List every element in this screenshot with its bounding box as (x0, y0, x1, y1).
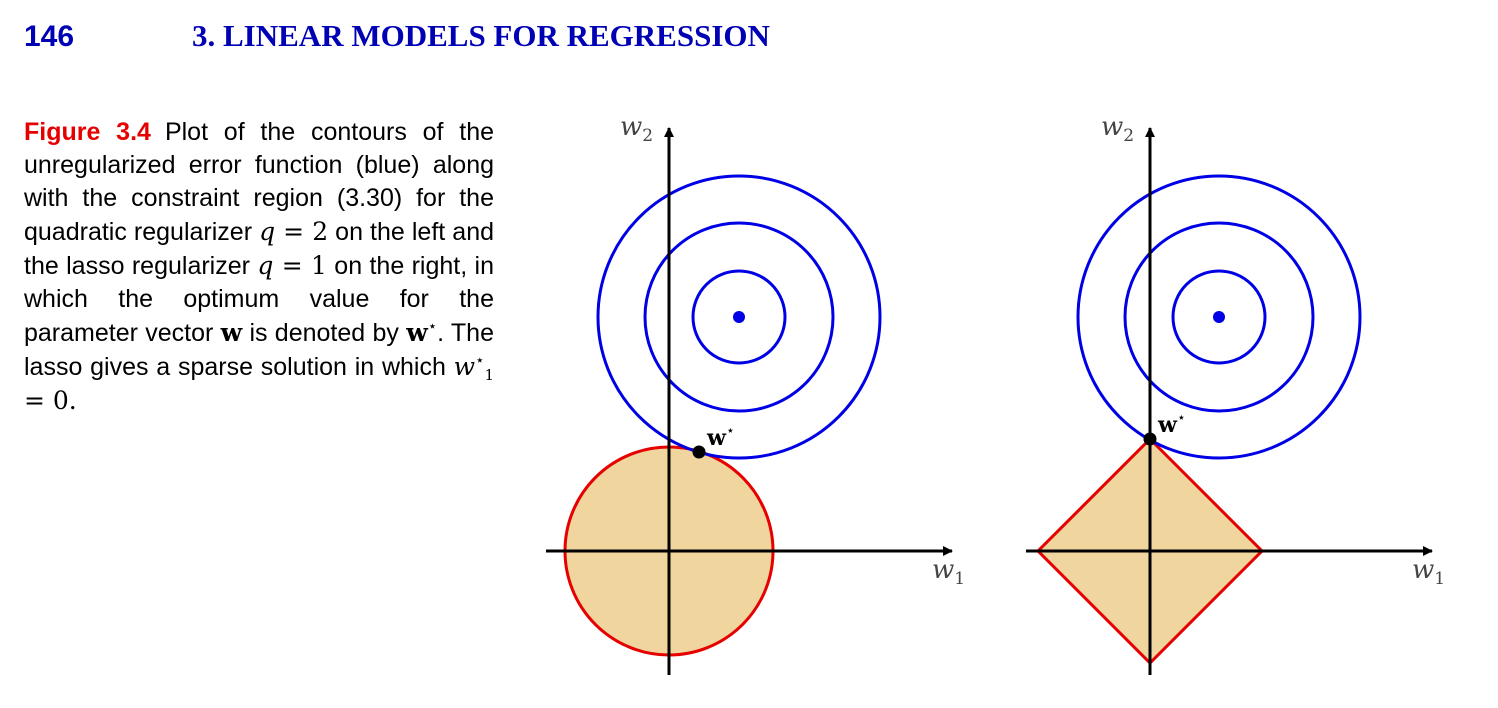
caption-text-2: on the left and the lasso regularizer (24, 218, 495, 280)
left-optimum-dot (692, 445, 706, 459)
right-error-minimum-dot (1213, 311, 1225, 323)
left-contour-inner (691, 269, 787, 365)
caption-w-star: w (406, 318, 428, 347)
right-optimum-dot (1143, 432, 1157, 446)
caption-eq-1: = 1 (273, 251, 327, 280)
right-optimum-label: w⋆ (1157, 410, 1186, 438)
right-contour-inner (1171, 269, 1267, 365)
left-error-minimum-dot (733, 311, 745, 323)
caption-text-1: Plot of the contours of the unregularize… (24, 118, 495, 246)
left-y-axis-label: w2 (620, 112, 653, 146)
caption-eq-2: = 2 (275, 217, 329, 246)
right-contour-middle (1123, 221, 1315, 413)
right-y-axis-label: w2 (1101, 112, 1134, 146)
right-contour-outer (1076, 174, 1362, 460)
left-x-axis-label: w1 (932, 555, 965, 589)
left-panel: w⋆ w1 w2 (546, 112, 965, 675)
caption-text-4: is denoted by (242, 319, 407, 347)
caption-w1-sub: 1 (484, 366, 494, 384)
caption-q-var-2: q (257, 251, 274, 280)
caption-w1-star: ⋆ (475, 351, 485, 369)
caption-text-3: on the right, in which the optimum value… (24, 252, 494, 347)
caption-q-var: q (259, 217, 276, 246)
right-panel: w⋆ w1 w2 (1026, 112, 1445, 675)
figure-label: Figure 3.4 (24, 118, 151, 146)
caption-w-vector: w (220, 318, 243, 347)
page-number: 146 (24, 20, 75, 53)
caption-star: ⋆ (427, 317, 438, 335)
caption-text-5: . The lasso gives a sparse solution in w… (24, 319, 494, 381)
caption-w1-var: w (453, 352, 476, 381)
right-x-axis-label: w1 (1412, 555, 1445, 589)
figure-caption: Figure 3.4 Plot of the contours of the un… (24, 116, 494, 418)
left-contour-outer (596, 174, 882, 460)
left-optimum-label: w⋆ (706, 423, 735, 451)
chapter-title: 3. LINEAR MODELS FOR REGRESSION (192, 18, 770, 53)
left-contour-middle (643, 221, 835, 413)
caption-w1-eq: = 0. (24, 386, 77, 415)
